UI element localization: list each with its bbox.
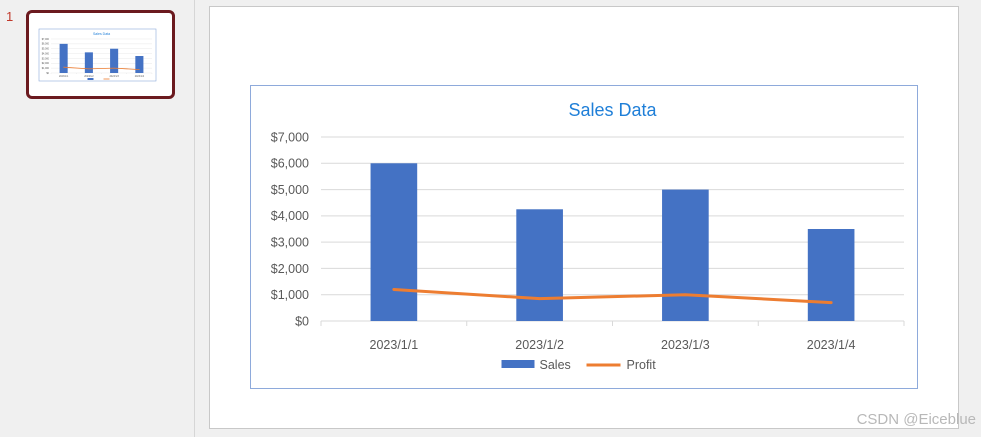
thumbnail-bar-sales-1 (59, 43, 68, 73)
legend: Sales Profit (501, 358, 657, 372)
slide-thumbnail[interactable]: Sales Data $0 $1,000 $2,000 $3,000 $4,000 $5,0… (26, 10, 175, 99)
thumbnail-x-tick-label: 2023/1/4 (135, 75, 145, 78)
watermark: CSDN @Eiceblue (856, 411, 976, 428)
chart-title: Sales Data (568, 100, 657, 120)
y-tick-label: $5,000 (271, 183, 309, 197)
thumbnail-y-tick-label: $2,000 (42, 62, 50, 65)
bar-sales-3 (662, 189, 709, 321)
y-tick-label: $4,000 (271, 209, 309, 223)
y-tick-label: $7,000 (271, 130, 309, 144)
thumbnail-bar-sales-3 (110, 48, 119, 73)
y-tick-label: $0 (295, 314, 309, 328)
sales-chart: Sales Data $0 $1,000 $2,000 $3,000 $4,000 $5,0… (271, 100, 905, 372)
thumbnail-x-tick-label: 2023/1/1 (59, 75, 69, 78)
x-tick-label: 2023/1/3 (661, 338, 710, 352)
thumbnail-profit-line (63, 66, 140, 70)
thumbnail-y-tick-label: $6,000 (42, 43, 50, 46)
slide-thumbnail-panel: 1 Sales Data $0 $1,000 $2,000 $3,000 $4,000 $5… (0, 0, 195, 437)
thumbnail-y-tick-label: $7,000 (42, 38, 50, 41)
legend-sales-swatch (501, 360, 535, 368)
slide-number: 1 (6, 9, 14, 24)
legend-sales-label: Sales (540, 358, 571, 372)
y-tick-label: $6,000 (271, 157, 309, 171)
legend-profit-label: Profit (627, 358, 657, 372)
y-tick-label: $1,000 (271, 288, 309, 302)
thumbnail-chart-preview: Sales Data $0 $1,000 $2,000 $3,000 $4,000$5,0… (38, 28, 157, 82)
chart-area[interactable]: Sales Data $0 $1,000 $2,000 $3,000 $4,000 $5,0… (250, 85, 918, 389)
thumbnail-y-tick-label: $5,000 (42, 48, 50, 51)
thumbnail-y-tick-label: $4,000 (42, 52, 50, 55)
thumbnail-chart-border (38, 28, 157, 82)
thumbnail-y-tick-label: $0 (46, 72, 49, 75)
thumbnail-bar-sales-4 (135, 56, 144, 73)
thumbnail-y-tick-label: $3,000 (42, 57, 50, 60)
x-tick-label: 2023/1/1 (370, 338, 419, 352)
thumbnail-bar-sales-2 (84, 52, 93, 73)
y-tick-label: $2,000 (271, 262, 309, 276)
thumbnail-x-tick-label: 2023/1/2 (84, 75, 94, 78)
thumbnail-x-tick-label: 2023/1/3 (109, 75, 119, 78)
x-tick-label: 2023/1/4 (807, 338, 856, 352)
thumbnail-chart-title: Sales Data (93, 32, 110, 36)
bar-sales-2 (516, 209, 563, 321)
bar-sales-4 (807, 229, 855, 321)
x-tick-label: 2023/1/2 (515, 338, 564, 352)
bar-sales-1 (370, 163, 418, 321)
thumbnail-legend-sales-swatch (87, 78, 94, 80)
profit-line (392, 287, 833, 305)
thumbnail-y-tick-label: $1,000 (42, 67, 50, 70)
y-tick-label: $3,000 (271, 236, 309, 250)
